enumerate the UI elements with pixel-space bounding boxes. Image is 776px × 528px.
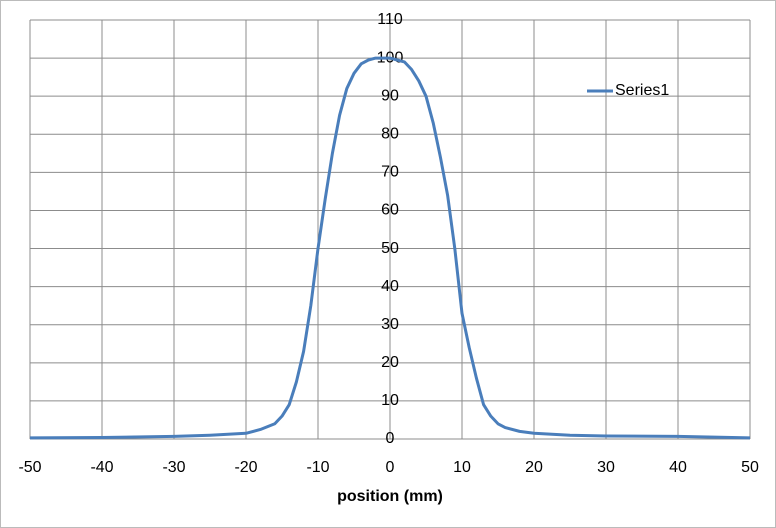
x-tick-label: -30 bbox=[162, 459, 185, 476]
x-axis-label: position (mm) bbox=[337, 488, 443, 505]
y-tick-label: 80 bbox=[381, 125, 399, 142]
y-tick-label: 40 bbox=[381, 278, 399, 295]
y-tick-label: 90 bbox=[381, 87, 399, 104]
y-tick-label: 110 bbox=[377, 11, 403, 28]
y-tick-label: 60 bbox=[381, 202, 399, 219]
x-tick-label: -20 bbox=[234, 459, 257, 476]
x-tick-label: 0 bbox=[386, 459, 395, 476]
y-tick-label: 10 bbox=[381, 392, 399, 409]
data-line bbox=[29, 56, 751, 440]
x-tick-label: 30 bbox=[597, 459, 615, 476]
x-tick-label: 40 bbox=[669, 459, 687, 476]
y-tick-label: 70 bbox=[381, 164, 399, 181]
legend-label: Series1 bbox=[615, 82, 669, 99]
x-tick-label: -10 bbox=[306, 459, 329, 476]
y-tick-label: 50 bbox=[381, 240, 399, 257]
x-tick-label: -40 bbox=[90, 459, 113, 476]
y-tick-label: 30 bbox=[381, 316, 399, 333]
x-tick-label: 10 bbox=[453, 459, 471, 476]
x-tick-label: 20 bbox=[525, 459, 543, 476]
y-tick-label: 0 bbox=[386, 430, 395, 447]
x-tick-label: 50 bbox=[741, 459, 759, 476]
x-tick-label: -50 bbox=[18, 459, 41, 476]
y-tick-label: 20 bbox=[381, 354, 399, 371]
